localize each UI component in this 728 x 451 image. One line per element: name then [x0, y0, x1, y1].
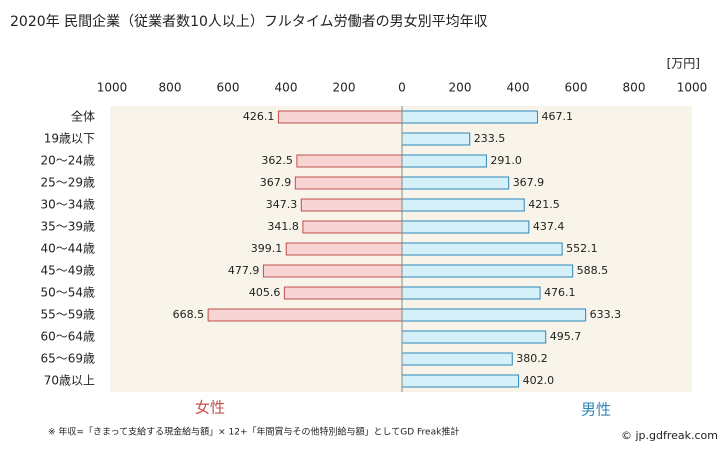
value-label: 380.2: [516, 352, 548, 365]
legend-label: 男性: [581, 401, 611, 419]
value-label: 467.1: [541, 110, 573, 123]
category-label: 70歳以上: [44, 374, 95, 388]
bar: [283, 286, 403, 300]
x-tick-label: 400: [507, 81, 530, 95]
value-label: 291.0: [490, 154, 522, 167]
bar: [401, 198, 525, 212]
value-label: 233.5: [474, 132, 506, 145]
bar: [401, 352, 513, 366]
value-label: 552.1: [566, 242, 598, 255]
bar: [401, 264, 574, 278]
category-label: 45〜49歳: [40, 264, 95, 278]
bar: [401, 308, 587, 322]
value-label: 399.1: [251, 242, 283, 255]
category-label: 25〜29歳: [40, 176, 95, 190]
bar: [207, 308, 403, 322]
x-tick-label: 0: [398, 81, 406, 95]
value-label: 405.6: [249, 286, 281, 299]
bar: [302, 220, 403, 234]
bar: [285, 242, 403, 256]
value-label: 402.0: [523, 374, 555, 387]
bar: [401, 374, 520, 388]
value-label: 347.3: [266, 198, 298, 211]
category-label: 全体: [71, 109, 95, 124]
x-tick-label: 1000: [97, 81, 128, 95]
category-label: 50〜54歳: [40, 286, 95, 300]
x-tick-label: 400: [275, 81, 298, 95]
value-label: 495.7: [550, 330, 582, 343]
bar: [296, 154, 403, 168]
bar: [401, 286, 541, 300]
x-tick-label: 200: [449, 81, 472, 95]
category-label: 35〜39歳: [40, 220, 95, 234]
watermark: © jp.gdfreak.com: [621, 429, 718, 442]
value-label: 367.9: [513, 176, 545, 189]
x-tick-label: 800: [623, 81, 646, 95]
value-label: 341.8: [267, 220, 299, 233]
value-label: 476.1: [544, 286, 576, 299]
category-label: 20〜24歳: [40, 154, 95, 168]
value-label: 367.9: [260, 176, 292, 189]
value-label: 668.5: [173, 308, 205, 321]
x-tick-label: 200: [333, 81, 356, 95]
bar: [401, 110, 538, 124]
bar: [401, 154, 487, 168]
bar: [401, 132, 471, 146]
x-tick-label: 600: [217, 81, 240, 95]
legend-label: 女性: [195, 399, 225, 417]
value-label: 588.5: [577, 264, 609, 277]
bar: [401, 176, 510, 190]
value-label: 421.5: [528, 198, 560, 211]
value-label: 437.4: [533, 220, 565, 233]
category-label: 30〜34歳: [40, 198, 95, 212]
bar: [262, 264, 403, 278]
bar: [401, 242, 563, 256]
x-tick-label: 800: [159, 81, 182, 95]
category-label: 55〜59歳: [40, 308, 95, 322]
x-tick-label: 1000: [677, 81, 708, 95]
value-label: 362.5: [261, 154, 293, 167]
bar: [294, 176, 403, 190]
unit-label: [万円]: [667, 57, 700, 71]
bar: [300, 198, 403, 212]
category-label: 60〜64歳: [40, 330, 95, 344]
category-label: 65〜69歳: [40, 352, 95, 366]
value-label: 633.3: [590, 308, 622, 321]
x-tick-label: 600: [565, 81, 588, 95]
bar: [401, 220, 530, 234]
footnote: ※ 年収=「きまって支給する現金給与額」× 12+「年間賞与その他特別給与額」と…: [48, 426, 459, 438]
value-label: 426.1: [243, 110, 275, 123]
category-label: 40〜44歳: [40, 242, 95, 256]
value-label: 477.9: [228, 264, 260, 277]
bar: [401, 330, 547, 344]
bar: [277, 110, 403, 124]
category-label: 19歳以下: [44, 132, 95, 146]
chart-title: 2020年 民間企業（従業者数10人以上）フルタイム労働者の男女別平均年収: [10, 13, 488, 30]
